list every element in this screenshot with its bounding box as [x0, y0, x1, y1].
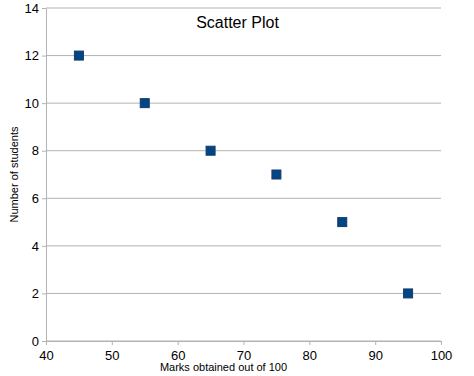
y-tick: 4: [32, 239, 46, 254]
x-tick: 70: [237, 341, 251, 363]
y-tick: 12: [25, 48, 46, 63]
chart: 40 50 60 70 80 90 100 0 2 4 6 8 10 12 14 Scatter Plot Ma…: [0, 0, 474, 376]
y-axis-title: Number of students: [8, 126, 20, 222]
grid-line: [46, 293, 441, 294]
x-tick-mark: [309, 341, 310, 345]
x-axis-title: Marks obtained out of 100: [160, 361, 287, 373]
y-axis-line: [46, 9, 47, 342]
x-tick-label: 80: [303, 348, 317, 363]
x-tick: 60: [171, 341, 185, 363]
point: [338, 218, 347, 227]
grid-line: [46, 150, 441, 151]
point: [140, 99, 149, 108]
y-axis: 0 2 4 6 8 10 12 14: [25, 1, 47, 349]
x-tick: 90: [368, 341, 382, 363]
y-tick-label: 2: [32, 286, 39, 301]
x-axis: 40 50 60 70 80 90 100: [39, 341, 452, 363]
y-tick-mark: [42, 151, 46, 152]
x-tick: 100: [431, 341, 453, 363]
x-tick: 50: [105, 341, 119, 363]
y-tick-label: 0: [32, 334, 39, 349]
y-tick: 14: [25, 1, 46, 16]
point: [404, 289, 413, 298]
x-tick-mark: [112, 341, 113, 345]
x-tick-label: 90: [368, 348, 382, 363]
y-tick-label: 8: [32, 143, 39, 158]
y-tick: 10: [25, 96, 46, 111]
grid-line: [46, 198, 441, 199]
x-tick-mark: [244, 341, 245, 345]
y-tick: 8: [32, 143, 46, 158]
y-tick-label: 14: [25, 1, 39, 16]
point: [206, 146, 215, 155]
grid-line: [46, 55, 441, 56]
grid-line: [46, 103, 441, 104]
y-tick-mark: [42, 8, 46, 9]
grid-line: [46, 245, 441, 246]
y-tick-label: 10: [25, 96, 39, 111]
grid: [46, 8, 441, 341]
point: [74, 51, 83, 60]
plot-area: 40 50 60 70 80 90 100 0 2 4 6 8 10 12 14: [25, 1, 453, 363]
title: Scatter Plot: [196, 14, 279, 31]
x-tick-label: 50: [105, 348, 119, 363]
x-tick-mark: [375, 341, 376, 345]
y-tick-mark: [42, 246, 46, 247]
x-tick-label: 100: [431, 348, 453, 363]
y-tick-mark: [42, 103, 46, 104]
y-tick-mark: [42, 198, 46, 199]
point: [272, 170, 281, 179]
y-tick-label: 6: [32, 191, 39, 206]
y-tick-mark: [42, 293, 46, 294]
x-tick: 80: [303, 341, 317, 363]
y-tick: 0: [32, 334, 46, 349]
y-tick: 6: [32, 191, 46, 206]
y-tick-label: 4: [32, 239, 39, 254]
x-tick-mark: [46, 341, 47, 345]
points: [74, 51, 412, 298]
y-tick: 2: [32, 286, 46, 301]
x-tick: 40: [39, 341, 53, 363]
y-tick-label: 12: [25, 48, 39, 63]
x-tick-label: 40: [39, 348, 53, 363]
grid-line: [46, 8, 441, 9]
x-tick-mark: [441, 341, 442, 345]
y-tick-mark: [42, 56, 46, 57]
x-tick-mark: [178, 341, 179, 345]
y-tick-mark: [42, 341, 46, 342]
